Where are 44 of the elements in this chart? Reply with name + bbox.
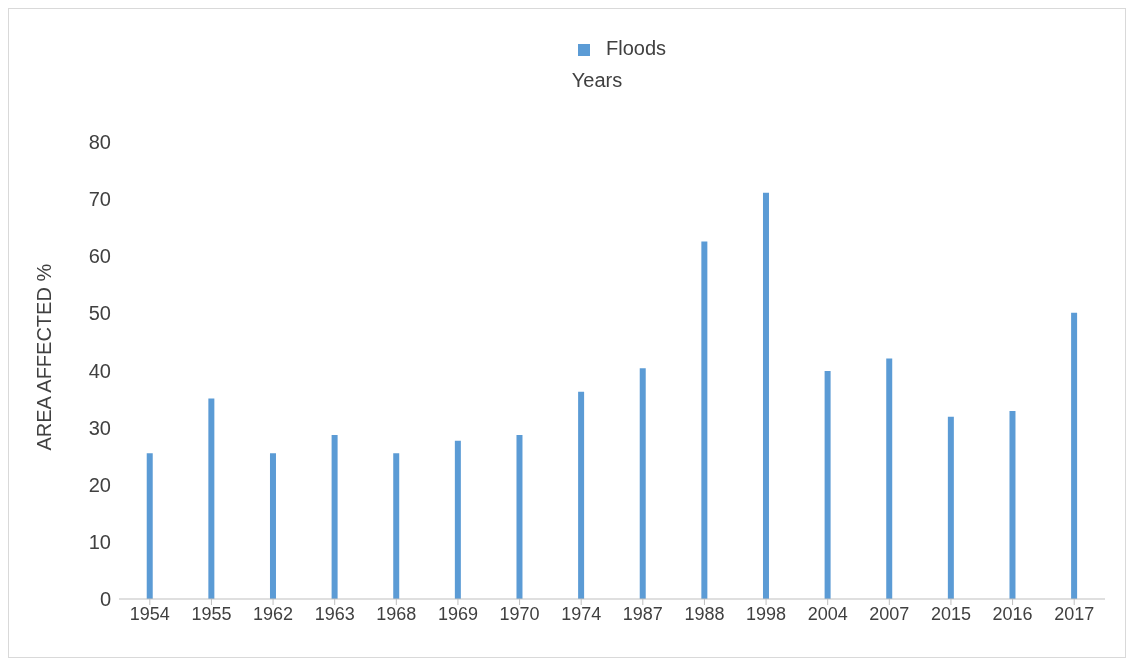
bar	[1009, 411, 1016, 599]
x-tick-label: 1988	[684, 603, 725, 624]
x-tick-label: 2004	[807, 603, 848, 624]
y-tick-label: 0	[99, 588, 111, 611]
bar	[886, 358, 893, 599]
bar	[762, 192, 769, 599]
x-tick-label: 1987	[622, 603, 663, 624]
y-tick-label: 80	[88, 131, 111, 154]
bar	[824, 371, 831, 599]
x-tick-label: 1970	[499, 603, 540, 624]
bar	[578, 391, 585, 599]
bar	[208, 398, 215, 599]
bar	[947, 416, 954, 599]
bar	[393, 453, 400, 599]
bar	[269, 453, 276, 599]
y-tick-label: 50	[88, 302, 111, 325]
bar	[331, 435, 338, 599]
x-tick-label: 1954	[129, 603, 170, 624]
bar	[1071, 312, 1078, 599]
x-tick-label: 1955	[191, 603, 232, 624]
y-tick-label: 40	[88, 359, 111, 382]
x-tick-label: 2016	[992, 603, 1033, 624]
y-tick-label: 70	[88, 188, 111, 211]
x-tick-label: 2015	[930, 603, 971, 624]
y-tick-label: 20	[88, 473, 111, 496]
bar	[454, 440, 461, 599]
y-axis-title: AREA AFFECTED %	[33, 263, 56, 451]
x-tick-label: 1968	[376, 603, 417, 624]
legend-label: Floods	[605, 37, 667, 59]
bar	[639, 368, 646, 599]
y-tick-label: 60	[88, 245, 111, 268]
x-tick-label: 1998	[746, 603, 787, 624]
x-tick-label: 2017	[1054, 603, 1095, 624]
bar	[516, 435, 523, 599]
y-tick-label: 30	[88, 416, 111, 439]
bar	[146, 453, 153, 599]
x-tick-label: 1962	[253, 603, 294, 624]
bar	[701, 241, 708, 599]
x-tick-label: 1974	[561, 603, 602, 624]
x-tick-label: 2007	[869, 603, 910, 624]
y-tick-label: 10	[88, 530, 111, 553]
x-tick-label: 1969	[437, 603, 478, 624]
x-tick-label: 1963	[314, 603, 355, 624]
x-axis-title: Years	[570, 69, 624, 92]
